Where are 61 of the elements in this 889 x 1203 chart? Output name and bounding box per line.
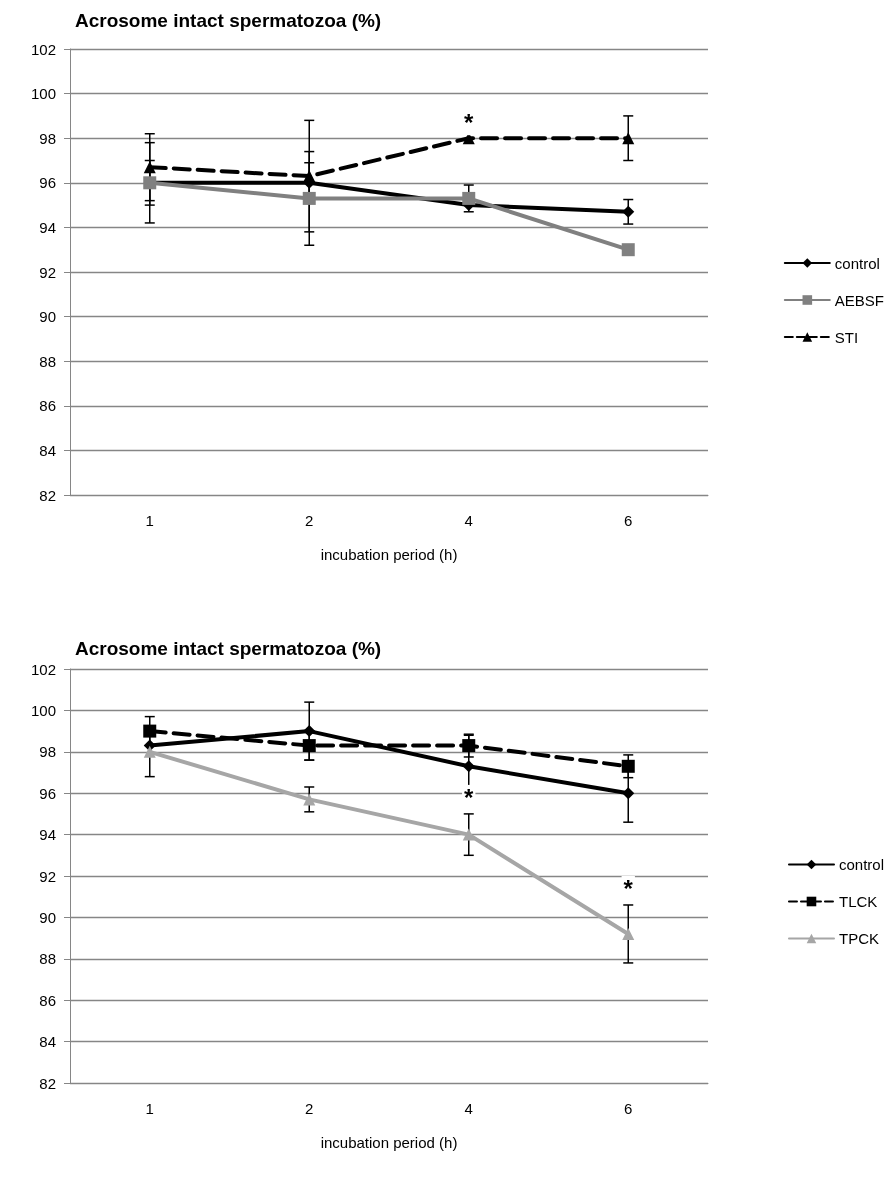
y-tick-label: 96 xyxy=(39,174,56,192)
y-tick-label: 100 xyxy=(30,85,56,103)
y-tick-label: 88 xyxy=(39,352,56,370)
legend-label: TPCK xyxy=(838,930,879,947)
y-tick-label: 102 xyxy=(30,40,56,58)
point xyxy=(303,170,316,183)
point xyxy=(621,243,635,257)
point xyxy=(622,132,635,145)
y-tick-label: 100 xyxy=(30,701,56,719)
annotation: * xyxy=(464,784,475,812)
x-tick-label: 2 xyxy=(305,512,314,529)
y-tick-label: 98 xyxy=(39,129,56,147)
y-tick-label: 86 xyxy=(39,397,56,415)
point xyxy=(462,828,475,841)
y-tick-label: 86 xyxy=(39,991,56,1009)
y-tick-label: 94 xyxy=(39,826,56,844)
point xyxy=(622,205,635,218)
y-tick-label: 94 xyxy=(39,218,56,236)
point xyxy=(143,724,157,738)
point xyxy=(462,191,476,205)
y-tick-label: 90 xyxy=(39,308,56,326)
annotation: * xyxy=(464,108,475,136)
y-tick-label: 98 xyxy=(39,743,56,761)
point xyxy=(143,745,156,758)
x-tick-label: 1 xyxy=(145,1100,154,1117)
point xyxy=(622,927,635,940)
y-tick-label: 90 xyxy=(39,908,56,926)
point xyxy=(302,739,316,753)
y-tick-label: 84 xyxy=(39,441,56,459)
y-tick-label: 82 xyxy=(39,486,56,504)
y-tick-label: 92 xyxy=(39,263,56,281)
legend-label: STI xyxy=(834,328,859,346)
y-tick-label: 84 xyxy=(39,1033,56,1051)
x-tick-label: 6 xyxy=(624,512,633,529)
legend-label: AEBSF xyxy=(834,291,885,309)
x-tick-label: 2 xyxy=(305,1100,314,1117)
y-tick-label: 88 xyxy=(39,950,56,968)
y-tick-label: 82 xyxy=(39,1074,56,1092)
legend-label: control xyxy=(838,856,885,873)
x-tick-label: 4 xyxy=(464,1100,473,1117)
annotation: * xyxy=(623,875,634,903)
x-tick-label: 6 xyxy=(624,1100,633,1117)
x-axis-title: incubation period (h) xyxy=(320,546,458,563)
point xyxy=(303,725,316,738)
point xyxy=(621,759,635,773)
point xyxy=(462,760,475,773)
legend-label: control xyxy=(834,254,880,272)
x-tick-label: 1 xyxy=(145,512,154,529)
legend-label: TLCK xyxy=(838,893,878,910)
chart-title: Acrosome intact spermatozoa (%) xyxy=(75,10,382,31)
point xyxy=(622,787,635,800)
x-axis-title: incubation period (h) xyxy=(320,1134,458,1151)
y-tick-label: 102 xyxy=(30,660,56,678)
point xyxy=(143,161,156,174)
y-tick-label: 92 xyxy=(39,867,56,885)
point xyxy=(303,793,316,806)
chart-title: Acrosome intact spermatozoa (%) xyxy=(75,638,382,659)
point xyxy=(302,191,316,205)
x-tick-label: 4 xyxy=(464,512,473,529)
y-tick-label: 96 xyxy=(39,784,56,802)
point xyxy=(462,739,476,753)
